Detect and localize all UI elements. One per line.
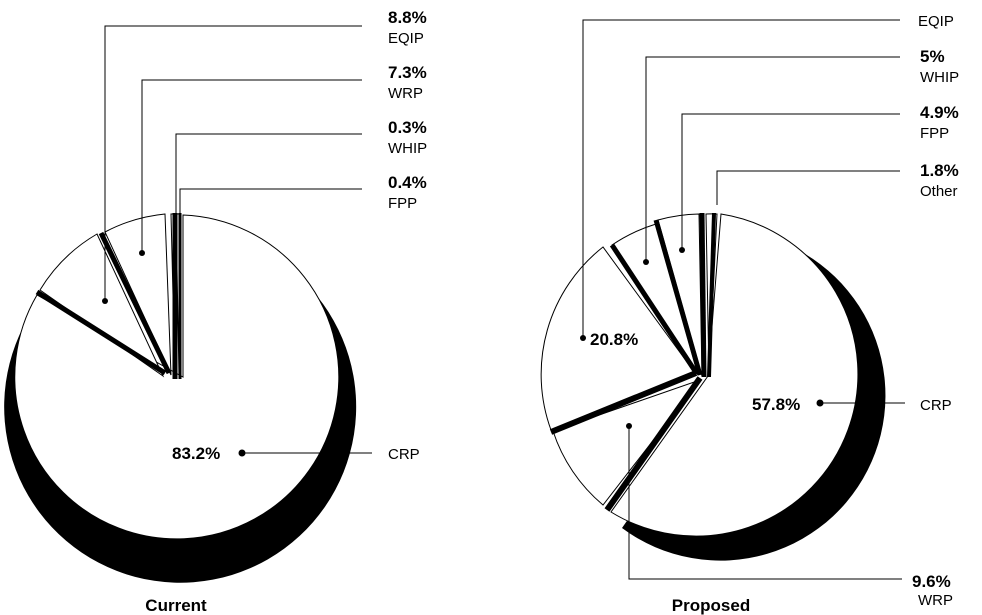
leader-current-fpp: [179, 188, 362, 214]
label-current-whip: WHIP: [388, 140, 427, 157]
label-proposed-fpp: FPP: [920, 125, 949, 142]
slice-proposed-eqip: [540, 246, 696, 431]
leaders-current: [104, 25, 372, 454]
sep-proposed-2: [549, 370, 698, 435]
dot-proposed-fpp: [679, 247, 685, 253]
sep-proposed-1: [604, 376, 703, 512]
label-proposed-other: Other: [920, 183, 958, 200]
label-proposed-eqip: EQIP: [918, 13, 954, 30]
slice-current-eqip: [39, 233, 165, 378]
value-current-fpp: 0.4%: [388, 173, 427, 192]
label-proposed-crp: CRP: [920, 397, 952, 414]
dot-proposed-eqip: [580, 335, 586, 341]
dot-current-eqip: [102, 298, 108, 304]
value-current-crp: 83.2%: [172, 444, 220, 463]
label-proposed-wrp: WRP: [918, 592, 953, 609]
label-proposed-whip: WHIP: [920, 69, 959, 86]
value-proposed-other: 1.8%: [920, 161, 959, 180]
dot-current-wrp: [139, 250, 145, 256]
sep-proposed-6: [707, 212, 716, 378]
pie-current: 8.8% EQIP 7.3% WRP 0.3% WHIP 0.4% FPP 83…: [4, 8, 427, 615]
dot-current-crp: [238, 449, 246, 457]
label-current-eqip: EQIP: [388, 30, 424, 47]
caption-current: Current: [145, 596, 207, 615]
label-current-crp: CRP: [388, 446, 420, 463]
value-proposed-crp: 57.8%: [752, 395, 800, 414]
slice-proposed-crp: [610, 213, 859, 537]
leader-proposed-eqip: [582, 19, 900, 338]
value-current-wrp: 7.3%: [388, 63, 427, 82]
leader-current-eqip: [104, 25, 362, 300]
leader-current-whip: [175, 133, 362, 214]
caption-proposed: Proposed: [672, 596, 750, 615]
leader-proposed-fpp: [681, 113, 900, 250]
value-proposed-fpp: 4.9%: [920, 103, 959, 122]
sep-proposed-3: [609, 243, 700, 376]
sep-proposed-5: [699, 212, 707, 378]
value-current-whip: 0.3%: [388, 118, 427, 137]
value-current-eqip: 8.8%: [388, 8, 427, 27]
value-proposed-eqip: 20.8%: [590, 330, 638, 349]
dot-proposed-wrp: [626, 423, 632, 429]
pie-proposed: EQIP 20.8% 5% WHIP 4.9% FPP 1.8% Other 5…: [540, 13, 959, 615]
label-current-wrp: WRP: [388, 85, 423, 102]
sep-proposed-4: [653, 219, 703, 376]
leader-current-wrp: [141, 79, 362, 253]
leader-proposed-whip: [645, 56, 900, 262]
sep-current-2: [98, 231, 172, 375]
leader-proposed-other: [716, 170, 900, 205]
sep-current-1: [35, 289, 167, 376]
label-current-fpp: FPP: [388, 195, 417, 212]
leader-proposed-wrp: [628, 426, 902, 580]
leaders-proposed: [582, 19, 905, 580]
dot-proposed-crp: [816, 399, 824, 407]
dot-proposed-whip: [643, 259, 649, 265]
value-proposed-wrp: 9.6%: [912, 572, 951, 591]
value-proposed-whip: 5%: [920, 47, 945, 66]
